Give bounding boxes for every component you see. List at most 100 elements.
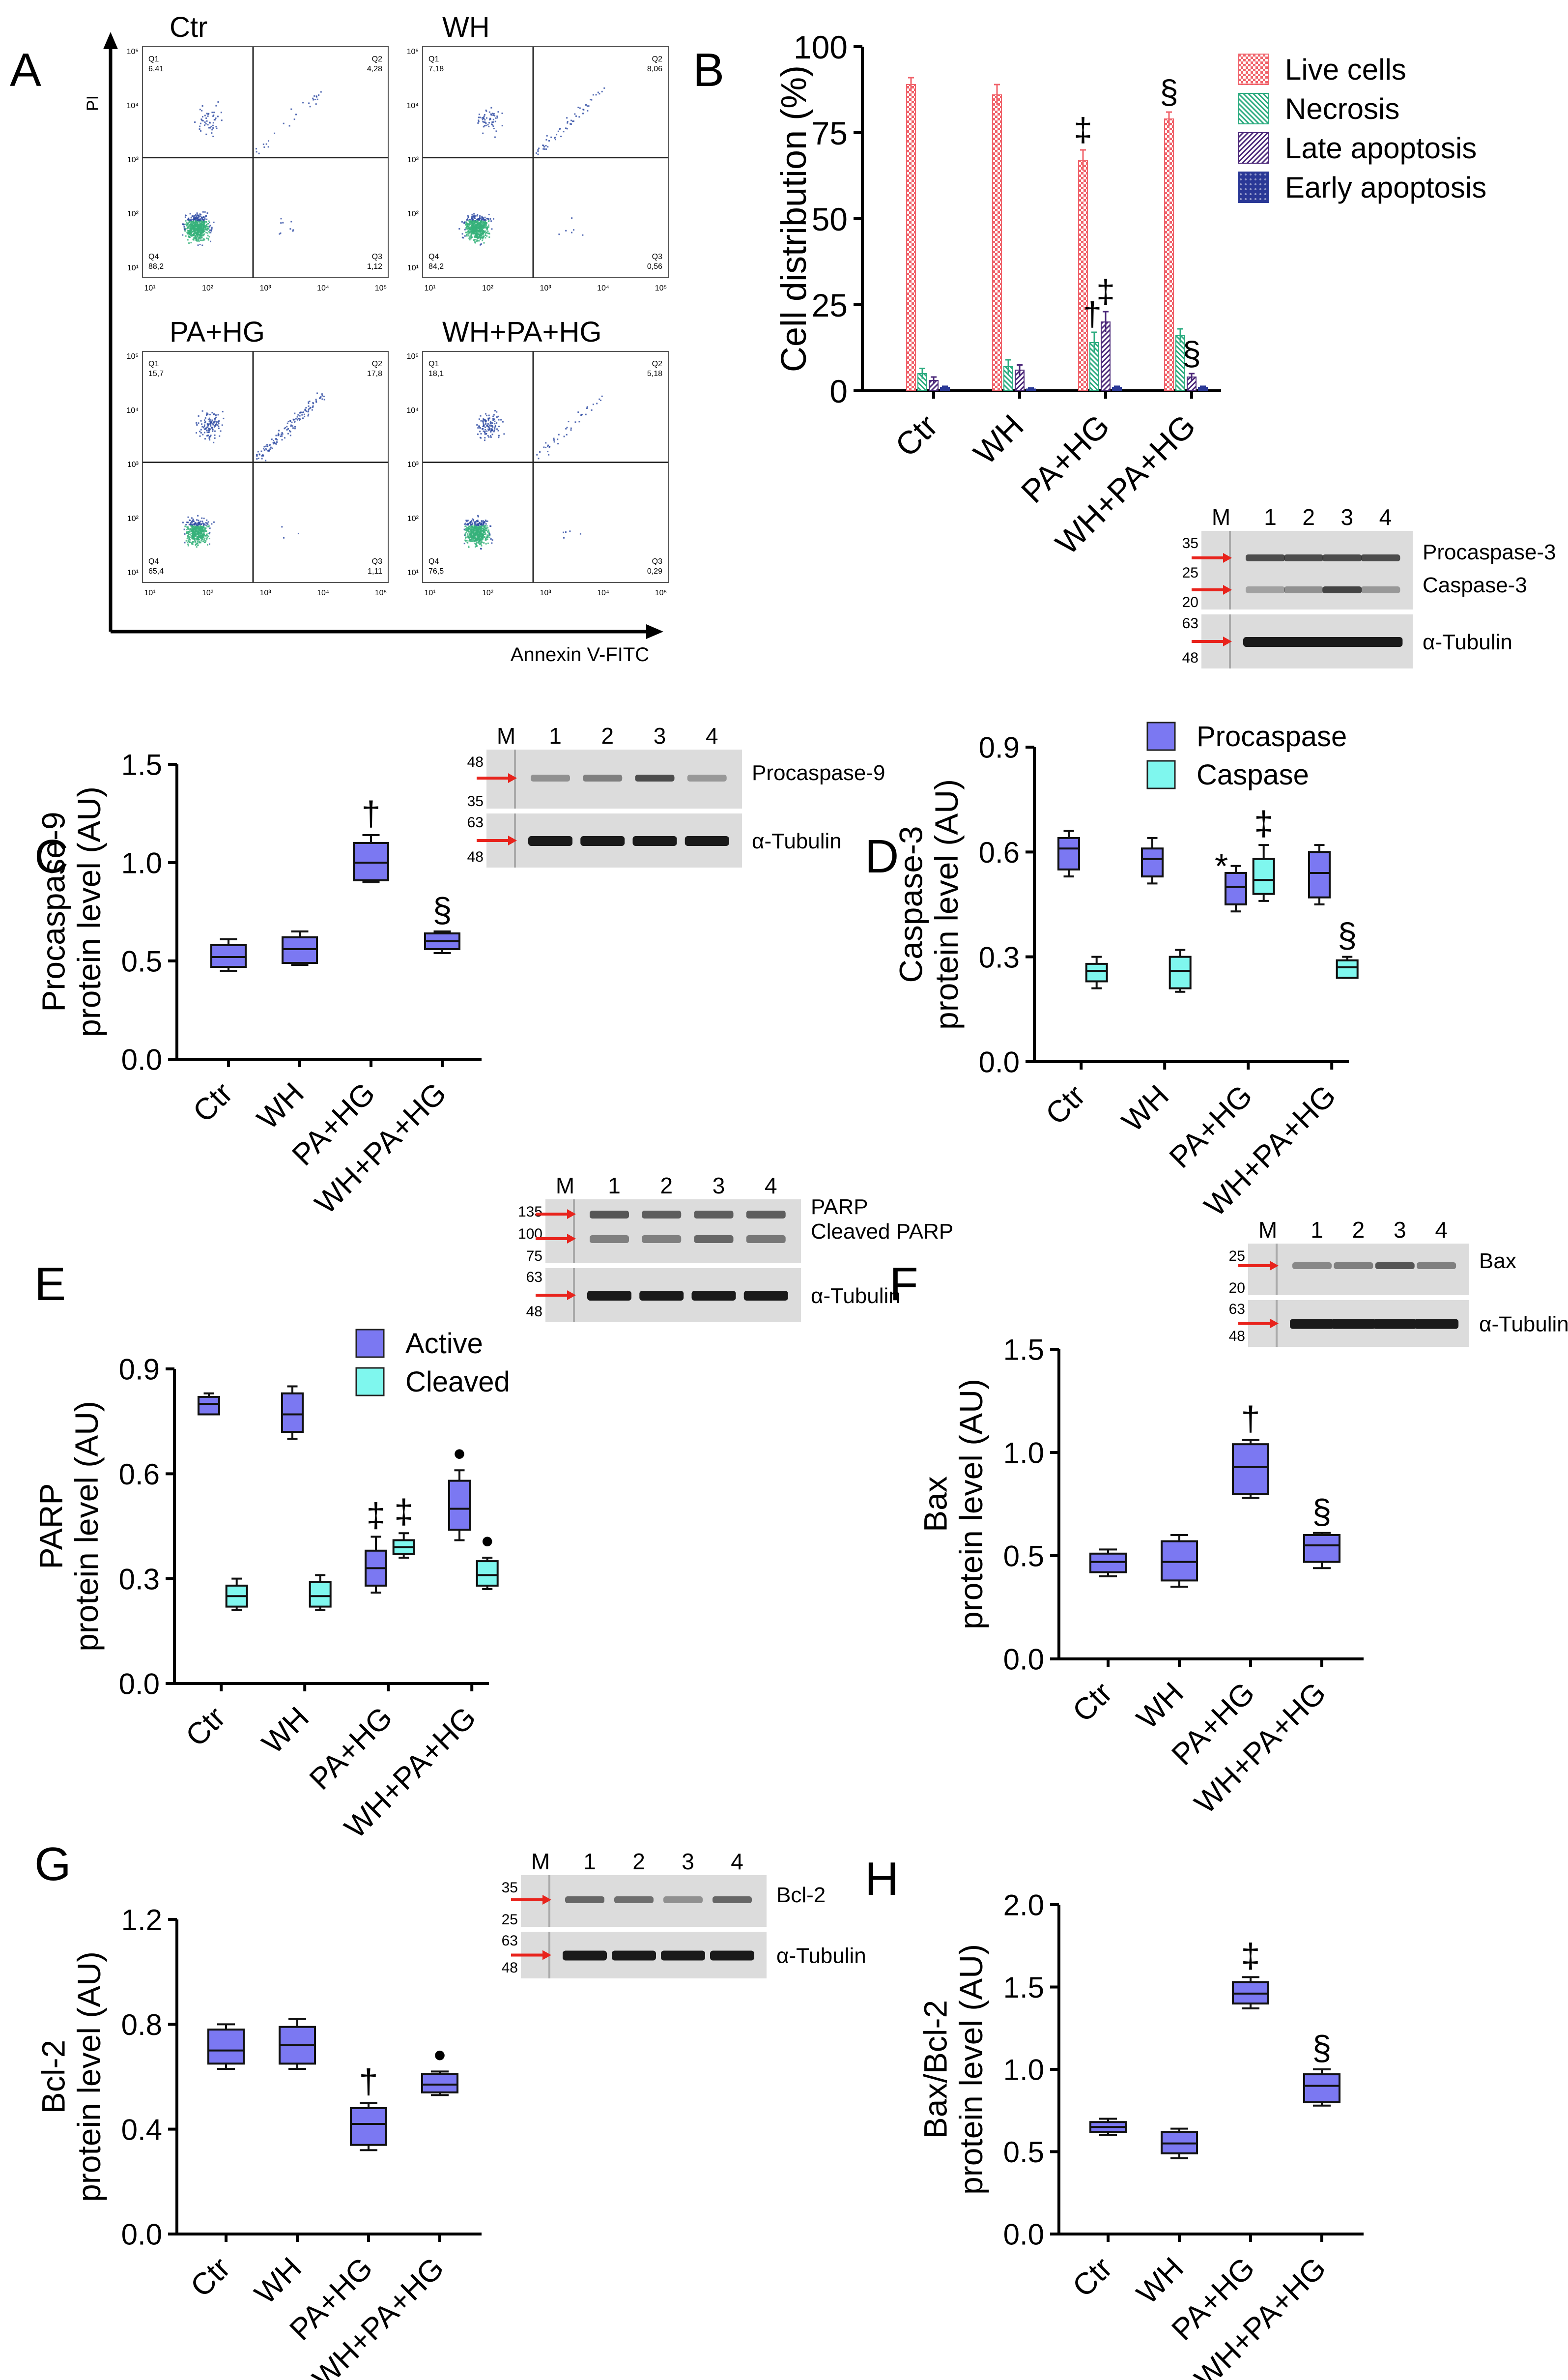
flow-dot (470, 220, 472, 222)
flow-dot (484, 222, 486, 224)
box (350, 2107, 387, 2146)
flow-dot (203, 233, 205, 235)
flow-dot (195, 530, 197, 532)
flow-dot (568, 421, 570, 423)
flow-dot (189, 536, 191, 538)
flow-dot (484, 439, 485, 441)
flow-dot (192, 215, 194, 217)
flow-dot (591, 409, 593, 411)
flow-dot (474, 534, 476, 536)
flow-dot (470, 530, 471, 532)
flow-dot (205, 414, 207, 416)
flow-dot (485, 520, 486, 522)
flow-dot (488, 122, 490, 124)
flow-dot (308, 410, 310, 412)
flow-dot (282, 222, 284, 224)
flow-dot (485, 225, 487, 227)
flow-dot (483, 222, 485, 224)
flow-dot (476, 524, 478, 526)
flow-dot (196, 532, 198, 534)
flow-dot (485, 124, 487, 126)
flow-dot (470, 222, 472, 224)
flow-dot (186, 522, 188, 523)
flow-dot (306, 410, 308, 412)
flow-dot (201, 517, 203, 519)
flow-dot (315, 96, 317, 98)
lane-label: 1 (583, 1849, 596, 1874)
tubulin-band (1320, 637, 1365, 647)
flow-dot (474, 543, 476, 545)
flow-dot (468, 525, 470, 527)
flow-dot (471, 537, 473, 539)
flow-dot (196, 232, 197, 234)
flow-dot (201, 105, 203, 107)
flow-dot (198, 539, 200, 541)
flow-dot (481, 528, 483, 530)
flow-dot (480, 223, 482, 225)
flow-x-tick: 10³ (259, 284, 271, 292)
legend-swatch (1238, 172, 1269, 203)
flow-dot (207, 238, 209, 240)
flow-dot (286, 422, 288, 424)
flow-dot (197, 236, 199, 238)
flow-x-tick: 10⁴ (317, 284, 329, 292)
flow-dot (286, 426, 288, 428)
flow-dot (188, 539, 190, 541)
flow-dot (485, 525, 486, 527)
flow-dot (482, 230, 484, 232)
flow-dot (201, 116, 203, 117)
flow-dot (464, 222, 465, 224)
flow-x-tick: 10² (482, 284, 494, 292)
flow-dot (543, 146, 545, 148)
flow-dot (467, 232, 469, 234)
flow-dot (467, 542, 469, 544)
flow-plot-title: WH (442, 11, 490, 43)
flow-dot (195, 213, 197, 215)
flow-dot (479, 528, 481, 530)
flow-dot (478, 236, 480, 238)
flow-q4-value: 84,2 (428, 262, 444, 271)
flow-dot (207, 234, 209, 236)
flow-dot (183, 224, 185, 226)
flow-dot (470, 238, 472, 239)
flow-dot (280, 232, 282, 234)
flow-dot (265, 460, 267, 462)
lane-label: 3 (1394, 1217, 1406, 1243)
flow-dot (586, 105, 588, 107)
flow-dot (501, 125, 503, 127)
flow-dot (188, 541, 190, 543)
flow-dot (289, 420, 291, 422)
flow-dot (558, 434, 560, 435)
flow-dot (197, 221, 199, 223)
flow-dot (473, 538, 475, 540)
panel-label-g: G (34, 1838, 71, 1890)
flow-dot (208, 436, 210, 438)
flow-dot (493, 128, 495, 129)
flow-dot (577, 107, 579, 109)
flow-dot (474, 239, 476, 241)
lane-label: M (497, 723, 515, 749)
flow-dot (186, 222, 188, 224)
flow-dot (473, 226, 475, 228)
flow-dot (265, 445, 267, 447)
flow-dot (299, 419, 300, 421)
flow-dot (467, 223, 469, 225)
flow-dot (591, 99, 593, 101)
flow-dot (192, 231, 194, 233)
flow-dot (558, 233, 560, 235)
flow-dot (209, 527, 211, 529)
flow-dot (470, 541, 472, 543)
flow-y-tick: 10² (127, 515, 139, 523)
flow-dot (197, 544, 199, 546)
flow-dot (477, 540, 479, 542)
flow-dot (309, 106, 311, 108)
flow-dot (196, 528, 198, 530)
flow-dot (471, 216, 473, 218)
flow-dot (569, 530, 571, 532)
flow-dot (471, 222, 473, 224)
flow-dot (466, 526, 468, 528)
flow-plot-frame (142, 46, 389, 278)
flow-dot (195, 534, 196, 536)
flow-dot (539, 451, 541, 453)
flow-dot (489, 428, 491, 430)
